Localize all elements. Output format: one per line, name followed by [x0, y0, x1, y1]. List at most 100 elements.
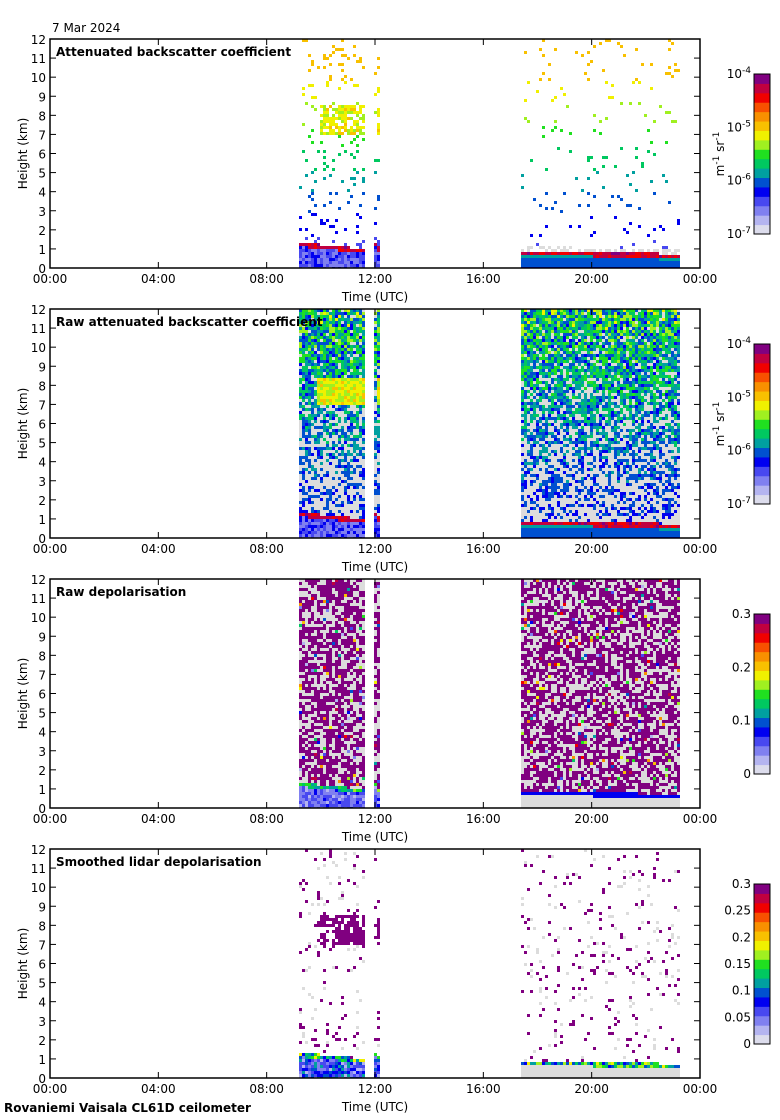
- colorbar-swatch: [754, 893, 770, 904]
- colorbar-swatch: [754, 391, 770, 401]
- x-axis-label: Time (UTC): [341, 830, 408, 844]
- y-tick-label: 12: [31, 33, 46, 47]
- colorbar-swatch: [754, 456, 770, 467]
- x-tick-label: 04:00: [141, 272, 176, 286]
- y-tick-label: 6: [38, 958, 46, 972]
- colorbar-swatch: [754, 102, 770, 113]
- y-tick-label: 10: [31, 611, 46, 625]
- y-tick-label: 1: [38, 243, 46, 257]
- colorbar-swatch: [754, 632, 770, 643]
- x-tick-label: 12:00: [358, 272, 393, 286]
- y-tick-label: 12: [31, 303, 46, 317]
- colorbar-swatch: [754, 755, 770, 766]
- colorbar-swatch: [754, 158, 770, 169]
- colorbar-swatch: [754, 884, 770, 894]
- colorbar-frame: [753, 613, 771, 775]
- colorbar-swatch: [754, 679, 770, 690]
- colorbar-swatch: [754, 651, 770, 662]
- colorbar-swatch: [754, 121, 770, 131]
- colorbar-swatch: [754, 177, 770, 188]
- colorbar-swatch: [754, 215, 770, 226]
- y-tick-label: 7: [38, 668, 46, 682]
- x-tick-label: 08:00: [249, 542, 284, 556]
- colorbar-swatch: [754, 475, 770, 486]
- y-tick-label: 4: [38, 456, 46, 470]
- x-tick-label: 20:00: [574, 812, 609, 826]
- y-axis-label: Height (km): [16, 388, 30, 459]
- colorbar-swatch: [754, 717, 770, 728]
- colorbar-swatch: [754, 419, 770, 430]
- y-tick-label: 8: [38, 919, 46, 933]
- date-label: 7 Mar 2024: [52, 21, 121, 35]
- heatmap-data: [299, 579, 680, 808]
- colorbar-swatch: [754, 614, 770, 624]
- colorbar-swatch: [754, 224, 770, 235]
- y-tick-label: 2: [38, 1034, 46, 1048]
- y-tick-label: 2: [38, 224, 46, 238]
- x-tick-label: 16:00: [466, 1082, 501, 1096]
- x-tick-label: 12:00: [358, 1082, 393, 1096]
- y-tick-label: 11: [31, 862, 46, 876]
- colorbar-swatch: [754, 1015, 770, 1026]
- x-axis-label: Time (UTC): [341, 1100, 408, 1114]
- colorbar-unit-label: m-1 sr-1: [712, 402, 727, 447]
- x-tick-label: 00:00: [33, 272, 68, 286]
- colorbar-swatch: [754, 689, 770, 700]
- y-tick-label: 4: [38, 186, 46, 200]
- x-tick-label: 00:00: [683, 812, 718, 826]
- colorbar-swatch: [754, 494, 770, 505]
- y-tick-label: 5: [38, 437, 46, 451]
- y-tick-label: 9: [38, 900, 46, 914]
- colorbar: 10-4 10-5 10-6 10-7 m-1 sr-1: [712, 336, 771, 511]
- x-tick-label: 00:00: [683, 1082, 718, 1096]
- heatmap-data: [299, 309, 680, 538]
- colorbar: 0.3 0.25 0.2 0.15 0.1 0.05 0: [724, 877, 771, 1051]
- colorbar-swatch: [754, 372, 770, 383]
- data-segment-2: [374, 57, 380, 268]
- data-segment-2: [374, 579, 380, 808]
- colorbar-swatch: [754, 186, 770, 197]
- colorbar-tick-label: 0.2: [732, 930, 751, 944]
- colorbar-swatch: [754, 764, 770, 775]
- colorbar-swatch: [754, 623, 770, 634]
- x-tick-label: 04:00: [141, 1082, 176, 1096]
- colorbar-swatch: [754, 1006, 770, 1017]
- x-axis-label: Time (UTC): [341, 290, 408, 304]
- panel-title: Attenuated backscatter coefficient: [56, 45, 291, 59]
- data-segment-1: [299, 579, 365, 808]
- colorbar-swatch: [754, 931, 770, 941]
- colorbar-swatch: [754, 670, 770, 681]
- y-tick-label: 10: [31, 341, 46, 355]
- x-tick-label: 08:00: [249, 272, 284, 286]
- data-segment-3: [521, 849, 680, 1078]
- data-segment-3: [521, 579, 680, 808]
- colorbar-swatch: [754, 959, 770, 970]
- colorbar-tick-label: 0.05: [724, 1010, 751, 1024]
- colorbar-swatch: [754, 111, 770, 122]
- colorbar-swatch: [754, 362, 770, 373]
- data-segment-3: [521, 309, 680, 538]
- y-tick-label: 0: [38, 532, 46, 546]
- y-tick-label: 6: [38, 418, 46, 432]
- y-tick-label: 7: [38, 128, 46, 142]
- y-tick-label: 3: [38, 745, 46, 759]
- colorbar-tick-label: 0: [743, 767, 751, 781]
- colorbar-swatch: [754, 912, 770, 923]
- plot-frame: [49, 848, 701, 1079]
- y-tick-label: 4: [38, 726, 46, 740]
- data-segment-1: [299, 309, 365, 538]
- colorbar-swatch: [754, 168, 770, 179]
- colorbar-tick-label: 10-5: [727, 119, 751, 134]
- y-tick-label: 11: [31, 322, 46, 336]
- colorbar-swatch: [754, 400, 770, 411]
- x-tick-label: 20:00: [574, 1082, 609, 1096]
- colorbar-swatch: [754, 447, 770, 458]
- colorbar-swatch: [754, 130, 770, 141]
- x-tick-label: 16:00: [466, 542, 501, 556]
- x-tick-label: 04:00: [141, 542, 176, 556]
- data-segment-2: [374, 309, 380, 538]
- colorbar: 10-4 10-5 10-6 10-7 m-1 sr-1: [712, 66, 771, 241]
- x-tick-label: 08:00: [249, 1082, 284, 1096]
- colorbar-tick-label: 0: [743, 1037, 751, 1051]
